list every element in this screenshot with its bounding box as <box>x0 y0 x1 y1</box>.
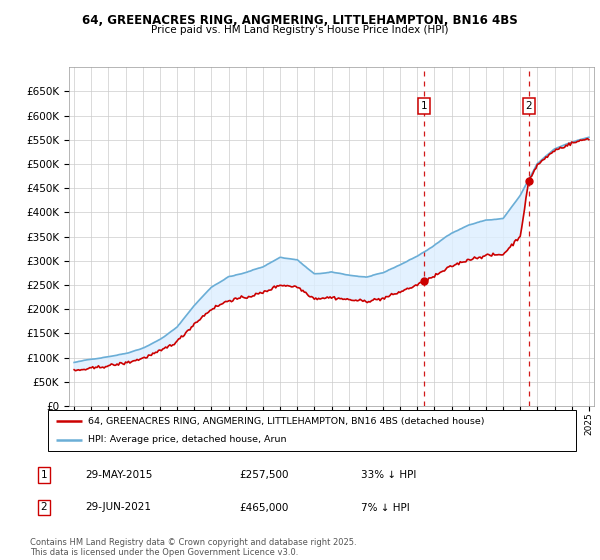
Text: 33% ↓ HPI: 33% ↓ HPI <box>361 470 416 480</box>
Text: HPI: Average price, detached house, Arun: HPI: Average price, detached house, Arun <box>88 436 286 445</box>
Text: Contains HM Land Registry data © Crown copyright and database right 2025.
This d: Contains HM Land Registry data © Crown c… <box>30 538 356 557</box>
Text: £465,000: £465,000 <box>240 502 289 512</box>
FancyBboxPatch shape <box>48 410 576 451</box>
Text: 2: 2 <box>526 101 532 111</box>
Text: 64, GREENACRES RING, ANGMERING, LITTLEHAMPTON, BN16 4BS: 64, GREENACRES RING, ANGMERING, LITTLEHA… <box>82 14 518 27</box>
Text: Price paid vs. HM Land Registry's House Price Index (HPI): Price paid vs. HM Land Registry's House … <box>151 25 449 35</box>
Text: 29-JUN-2021: 29-JUN-2021 <box>85 502 151 512</box>
Text: 7% ↓ HPI: 7% ↓ HPI <box>361 502 410 512</box>
Text: 1: 1 <box>421 101 428 111</box>
Text: 64, GREENACRES RING, ANGMERING, LITTLEHAMPTON, BN16 4BS (detached house): 64, GREENACRES RING, ANGMERING, LITTLEHA… <box>88 417 484 426</box>
Text: £257,500: £257,500 <box>240 470 289 480</box>
Text: 29-MAY-2015: 29-MAY-2015 <box>85 470 152 480</box>
Text: 2: 2 <box>40 502 47 512</box>
Text: 1: 1 <box>40 470 47 480</box>
